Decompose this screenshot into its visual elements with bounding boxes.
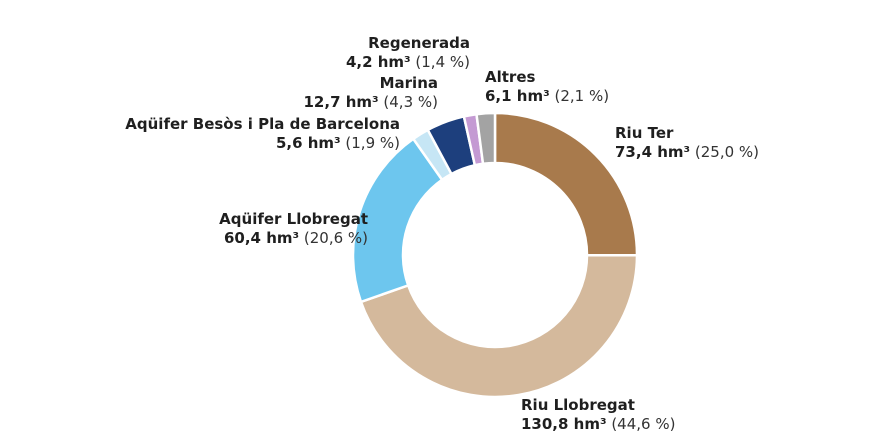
slice-percent: (2,1 %) (554, 87, 610, 105)
slice-value: 12,7 hm³ (303, 93, 379, 111)
slice-value: 73,4 hm³ (615, 143, 691, 161)
slice-percent: (1,4 %) (415, 53, 470, 71)
slice-percent: (25,0 %) (694, 143, 760, 161)
slice-name: Riu Ter (615, 124, 674, 142)
label-altres: Altres 6,1 hm³ (2,1 %) (485, 68, 609, 106)
slice-altres (475, 111, 497, 166)
label-aquifer-llobregat: Aqüifer Llobregat 60,4 hm³ (20,6 %) (219, 210, 368, 248)
slice-riu-llobregat (359, 253, 639, 399)
slice-name: Regenerada (368, 34, 470, 52)
slice-name: Altres (485, 68, 536, 86)
label-riu-ter: Riu Ter 73,4 hm³ (25,0 %) (615, 124, 759, 162)
slice-name: Riu Llobregat (521, 396, 635, 414)
label-aquifer-besos: Aqüifer Besòs i Pla de Barcelona 5,6 hm³… (125, 115, 400, 153)
slice-percent: (20,6 %) (303, 229, 368, 247)
slice-percent: (1,9 %) (345, 134, 400, 152)
slice-value: 5,6 hm³ (275, 134, 341, 152)
donut-slices (351, 111, 639, 399)
slice-name: Aqüifer Llobregat (219, 210, 368, 228)
label-riu-llobregat: Riu Llobregat 130,8 hm³ (44,6 %) (521, 396, 675, 434)
slice-percent: (44,6 %) (611, 415, 676, 433)
slice-value: 4,2 hm³ (345, 53, 411, 71)
slice-name: Marina (379, 74, 438, 92)
slice-name: Aqüifer Besòs i Pla de Barcelona (125, 115, 400, 133)
slice-value: 6,1 hm³ (485, 87, 550, 105)
slice-value: 130,8 hm³ (521, 415, 607, 433)
slice-percent: (4,3 %) (383, 93, 438, 111)
label-marina: Marina 12,7 hm³ (4,3 %) (304, 74, 439, 112)
label-regenerada: Regenerada 4,2 hm³ (1,4 %) (346, 34, 470, 72)
slice-value: 60,4 hm³ (223, 229, 300, 247)
